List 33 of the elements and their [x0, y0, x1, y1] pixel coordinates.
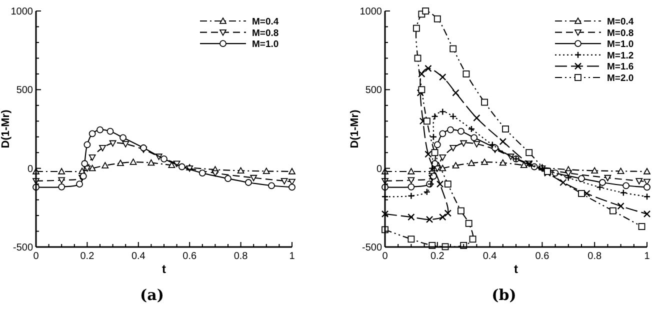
y-tick-label: -500 [362, 242, 382, 254]
text: (a) [140, 286, 164, 304]
x-tick-label: 1 [289, 251, 296, 262]
x-tick-label: 0.4 [482, 251, 498, 262]
x-tick-label: 0.6 [535, 251, 550, 262]
legend-label: M=1.6 [607, 62, 634, 73]
x-axis-title: t [162, 262, 166, 276]
y-tick-label: 0 [27, 164, 34, 175]
x-tick-label: 0.8 [588, 251, 602, 262]
legend-label: M=0.8 [252, 28, 279, 39]
legend-label: M=1.0 [252, 39, 279, 50]
text: (b) [492, 286, 516, 304]
legend-label: M=0.8 [607, 28, 634, 39]
x-tick-label: 0.8 [234, 251, 248, 262]
y-tick-label: 1000 [10, 6, 34, 18]
legend-label: M=0.4 [607, 16, 634, 28]
y-tick-label: 500 [16, 85, 34, 96]
x-tick-label: 1 [644, 251, 650, 262]
y-tick-label: 0 [376, 164, 382, 175]
y-tick-label: -500 [12, 242, 34, 254]
y-axis-title: D(1-Mr) [0, 109, 12, 148]
legend-label: M=2.0 [607, 73, 634, 84]
x-tick-label: 0.4 [131, 251, 146, 262]
legend-label: M=1.2 [607, 50, 634, 62]
legend-label: M=0.4 [252, 16, 280, 28]
x-tick-label: 0.2 [80, 251, 95, 262]
x-tick-label: 0.6 [182, 251, 197, 262]
legend-label: M=1.0 [607, 39, 634, 50]
y-tick-label: 1000 [360, 6, 382, 18]
y-axis-title: D(1-Mr) [349, 109, 361, 148]
y-tick-label: 500 [365, 85, 382, 96]
x-axis-title: t [514, 262, 518, 276]
x-tick-label: 0.2 [430, 251, 445, 262]
